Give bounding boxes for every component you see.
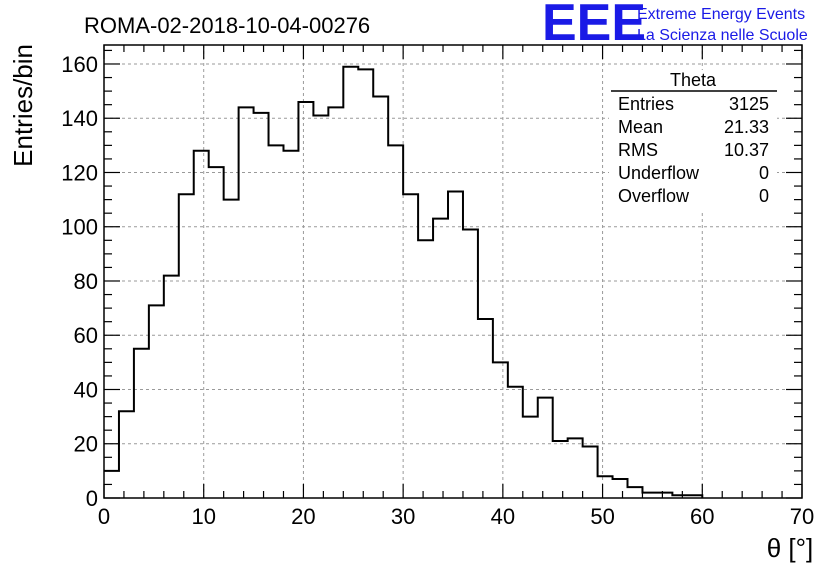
y-tick-label: 80	[74, 269, 98, 294]
stats-box: Theta Entries 3125 Mean 21.33 RMS 10.37 Underf…	[609, 70, 777, 210]
histogram-bin	[628, 487, 643, 498]
histogram-bin	[194, 151, 209, 498]
y-tick-label: 40	[74, 377, 98, 402]
stats-row-value: 10.37	[724, 140, 769, 160]
x-tick-label: 40	[491, 504, 515, 529]
histogram-bin	[149, 305, 164, 498]
histogram-bin	[493, 362, 508, 498]
histogram-bin	[298, 102, 313, 498]
histogram-bin	[119, 411, 134, 498]
histogram-bin	[343, 67, 358, 498]
histogram-bin	[433, 219, 448, 498]
y-axis-title: Entries/bin	[8, 44, 38, 167]
histogram-bin	[523, 417, 538, 498]
stats-box-background	[609, 70, 777, 210]
plot-frame	[103, 44, 803, 499]
stats-row-label: Entries	[618, 94, 674, 114]
histogram-bin	[328, 107, 343, 498]
y-tick-label: 160	[61, 52, 98, 77]
eee-logo-letters: EEE	[542, 0, 646, 52]
x-tick-label: 0	[98, 504, 110, 529]
y-tick-label: 20	[74, 432, 98, 457]
stats-box-title: Theta	[670, 70, 717, 90]
histogram-bin	[478, 319, 493, 498]
eee-logo: EEE Extreme Energy Events La Scienza nel…	[542, 0, 808, 52]
histogram-bin	[508, 387, 523, 498]
stats-row-label: Underflow	[618, 163, 700, 183]
y-tick-label: 120	[61, 160, 98, 185]
logo-line-1: Extreme Energy Events	[637, 6, 805, 23]
histogram-bin	[657, 493, 672, 498]
x-tick-label: 60	[690, 504, 714, 529]
histogram-bin	[254, 113, 269, 498]
histogram-bin	[418, 240, 433, 498]
histogram-bin	[209, 167, 224, 498]
histogram-bin	[313, 116, 328, 498]
x-tick-label: 20	[291, 504, 315, 529]
x-tick-label: 50	[590, 504, 614, 529]
histogram-series	[104, 65, 704, 498]
histogram-bin	[568, 438, 583, 498]
x-tick-label: 30	[391, 504, 415, 529]
y-tick-label: 0	[86, 486, 98, 511]
histogram-bin	[134, 349, 149, 498]
logo-line-2: La Scienza nelle Scuole	[637, 27, 808, 44]
stats-row-value: 0	[759, 163, 769, 183]
histogram-bin	[463, 229, 478, 498]
run-title: ROMA-02-2018-10-04-00276	[84, 13, 370, 38]
x-tick-label: 70	[790, 504, 814, 529]
stats-rows: Entries 3125 Mean 21.33 RMS 10.37 Underflow 0 Ov…	[618, 94, 769, 206]
histogram-bin	[224, 200, 239, 498]
histogram-bin	[598, 476, 613, 498]
stats-row-label: Mean	[618, 117, 663, 137]
stats-row-value: 21.33	[724, 117, 769, 137]
x-axis-title: θ [°]	[767, 533, 814, 563]
stats-row-value: 0	[759, 186, 769, 206]
histogram-bin	[283, 151, 298, 498]
axes: 0 10 20 30 40 50 60 70 0 20 40 60 80 100 120 140 160	[61, 44, 814, 529]
histogram-bin	[642, 493, 657, 498]
histogram-bin	[613, 479, 628, 498]
histogram-bin	[553, 441, 568, 498]
stats-row-label: RMS	[618, 140, 658, 160]
histogram-bin	[164, 276, 179, 498]
grid-lines	[104, 45, 802, 498]
histogram-bin	[583, 446, 598, 498]
x-tick-label: 10	[191, 504, 215, 529]
histogram-bin	[179, 194, 194, 498]
histogram-step-line	[104, 65, 704, 498]
y-tick-label: 60	[74, 323, 98, 348]
y-tick-label: 100	[61, 215, 98, 240]
histogram-bin	[239, 107, 254, 498]
histogram-bin	[388, 145, 403, 498]
histogram-bin	[448, 191, 463, 498]
histogram-bin	[538, 398, 553, 498]
histogram-bin	[403, 194, 418, 498]
histogram-bin	[373, 97, 388, 498]
histogram-bin	[358, 69, 373, 498]
stats-row-label: Overflow	[618, 186, 690, 206]
histogram-bin	[269, 145, 284, 498]
stats-row-value: 3125	[729, 94, 769, 114]
y-tick-label: 140	[61, 106, 98, 131]
